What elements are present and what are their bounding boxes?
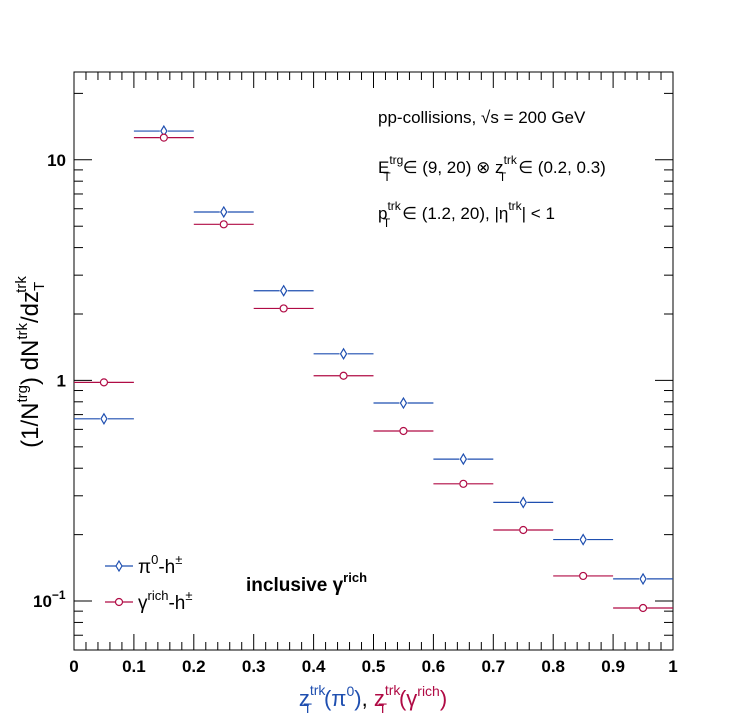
x-tick-label: 0.2: [182, 657, 206, 676]
y-tick-label: 10: [47, 151, 66, 170]
legend-label-gamma: γrich-h±: [138, 588, 193, 614]
data-point-pi0: [399, 396, 408, 410]
y-axis-label: (1/Ntrg) dNtrk/dzTtrk: [13, 276, 48, 448]
annotation-line3: ptrk T ∈ (1.2, 20), |ηtrk| < 1: [378, 199, 555, 230]
y-tick-label: 10−1: [33, 588, 66, 611]
x-tick-label: 0.5: [362, 657, 386, 676]
x-tick-label: 0.6: [422, 657, 446, 676]
y-tick-label: 1: [57, 371, 66, 390]
data-point-pi0: [279, 284, 288, 297]
data-point-gamma: [339, 371, 348, 380]
data-point-gamma: [99, 378, 109, 387]
data-point-gamma: [519, 525, 528, 535]
data-point-pi0: [579, 533, 587, 546]
data-point-pi0: [519, 496, 527, 509]
annotation-inclusive: inclusive γrich: [246, 570, 367, 596]
annotation-line1: pp-collisions, √s = 200 GeV: [378, 108, 586, 127]
x-tick-label: 0: [69, 657, 78, 676]
legend-label-pi0: π0-h±: [138, 552, 182, 578]
data-point-pi0: [220, 205, 228, 219]
x-axis-label: ztrk T (π0), ztrk T (γrich): [299, 682, 447, 716]
data-point-pi0: [459, 452, 468, 466]
data-point-gamma: [579, 571, 588, 581]
annotation-line2: Etrg T ∈ (9, 20) ⊗ ztrk T ∈ (0.2, 0.3): [378, 153, 606, 184]
data-point-gamma: [159, 133, 168, 142]
legend-marker-gamma: [114, 597, 124, 607]
x-tick-label: 0.7: [481, 657, 505, 676]
data-point-gamma: [459, 479, 468, 488]
legend: π0-h± γrich-h±: [105, 552, 193, 614]
y-tick-labels: 10−1 1 10: [33, 151, 66, 611]
data-point-pi0: [339, 347, 348, 360]
axis-ticks: [73, 72, 674, 651]
data-point-gamma: [219, 220, 228, 229]
x-tick-labels: 0 0.1 0.2 0.3 0.4 0.5 0.6 0.7 0.8 0.9 1: [69, 657, 677, 676]
x-tick-label: 0.4: [302, 657, 326, 676]
data-point-pi0: [639, 572, 647, 586]
series-layer: [74, 124, 673, 613]
x-tick-label: 0.1: [122, 657, 146, 676]
x-tick-label: 0.8: [541, 657, 565, 676]
x-tick-label: 0.9: [601, 657, 625, 676]
data-point-gamma: [279, 304, 288, 313]
data-point-pi0: [100, 412, 108, 425]
x-tick-label: 1: [668, 657, 677, 676]
x-tick-label: 0.3: [242, 657, 266, 676]
data-point-gamma: [399, 426, 408, 436]
legend-marker-pi0: [115, 559, 123, 573]
data-point-gamma: [638, 603, 648, 613]
